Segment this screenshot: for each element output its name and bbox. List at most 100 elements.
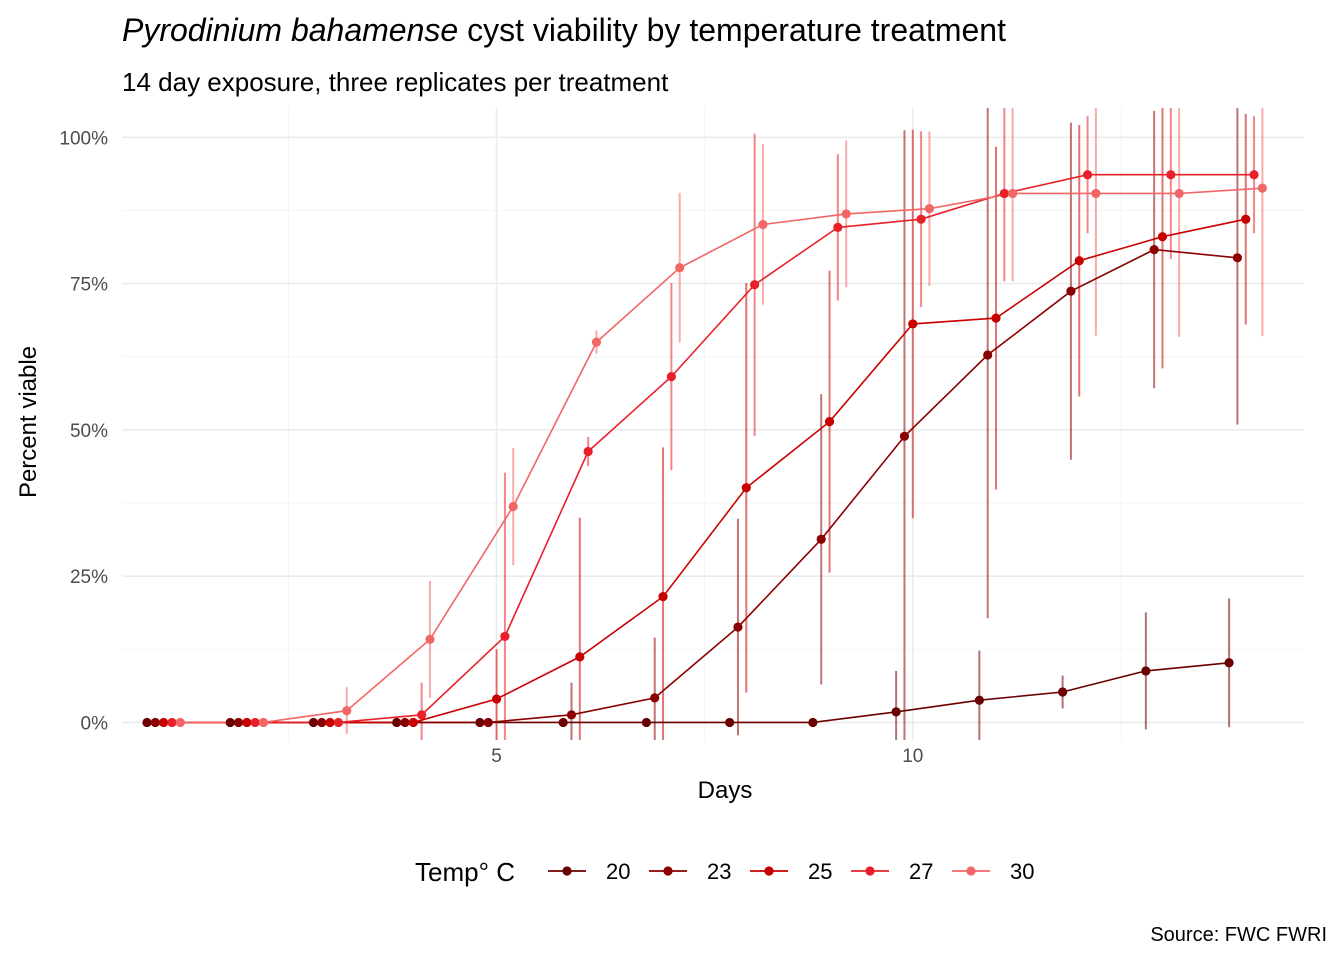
chart-title-rest: cyst viability by temperature treatment xyxy=(458,12,1006,48)
x-axis: 5 10 xyxy=(491,746,923,767)
data-point-20 xyxy=(725,717,735,728)
x-axis-title: Days xyxy=(698,777,753,804)
data-point-23 xyxy=(483,717,493,728)
data-point-23 xyxy=(317,717,327,728)
legend-item-27: 27 xyxy=(851,859,933,884)
data-point-25 xyxy=(1157,232,1168,242)
y-tick-label: 50% xyxy=(70,421,108,442)
data-point-27 xyxy=(417,710,427,720)
chart-title: Pyrodinium bahamense cyst viability by t… xyxy=(122,12,1006,48)
data-point-20 xyxy=(1224,658,1234,668)
data-point-30 xyxy=(924,204,935,214)
data-point-27 xyxy=(666,372,676,382)
legend-key-point xyxy=(865,866,875,876)
data-point-23 xyxy=(733,622,743,632)
data-point-30 xyxy=(1091,188,1101,199)
data-point-25 xyxy=(991,313,1001,323)
series-line-27 xyxy=(171,173,1255,724)
data-point-30 xyxy=(675,263,685,273)
data-point-23 xyxy=(983,350,993,360)
data-point-20 xyxy=(475,717,485,728)
data-point-20 xyxy=(308,717,319,728)
data-point-20 xyxy=(974,695,984,705)
legend-item-30: 30 xyxy=(952,859,1034,884)
legend-item-23: 23 xyxy=(649,859,731,884)
y-axis: 0% 25% 50% 75% 100% xyxy=(59,128,108,734)
error-bars xyxy=(345,108,1264,740)
legend-key-point xyxy=(562,866,572,876)
data-point-30 xyxy=(508,501,518,512)
legend-item-25: 25 xyxy=(750,859,832,884)
data-point-27 xyxy=(1166,170,1176,180)
data-point-20 xyxy=(142,717,152,728)
data-points xyxy=(142,170,1267,728)
data-point-27 xyxy=(750,280,760,290)
data-point-27 xyxy=(916,214,926,224)
data-point-30 xyxy=(1257,183,1267,193)
data-point-20 xyxy=(558,717,568,728)
legend-item-20: 20 xyxy=(548,859,630,884)
legend-label: 20 xyxy=(606,859,630,884)
data-point-23 xyxy=(1149,245,1159,255)
data-point-25 xyxy=(575,652,585,662)
data-point-25 xyxy=(491,694,502,704)
data-point-30 xyxy=(758,219,768,230)
legend-key-point xyxy=(966,866,976,876)
data-point-20 xyxy=(808,717,818,728)
data-point-25 xyxy=(242,717,252,728)
legend-label: 27 xyxy=(909,859,933,884)
data-point-20 xyxy=(1058,687,1068,697)
data-point-25 xyxy=(325,717,335,728)
data-point-30 xyxy=(1008,188,1018,199)
y-tick-label: 100% xyxy=(59,128,108,149)
data-point-20 xyxy=(1141,666,1151,676)
data-point-25 xyxy=(408,717,418,728)
y-tick-label: 25% xyxy=(70,567,108,588)
data-point-20 xyxy=(891,707,901,717)
series-line-23 xyxy=(155,248,1238,724)
data-point-27 xyxy=(333,717,344,728)
data-point-27 xyxy=(999,188,1009,199)
grid xyxy=(122,108,1304,740)
data-point-30 xyxy=(591,337,602,347)
data-point-20 xyxy=(392,717,402,728)
legend-title: Temp° C xyxy=(415,857,515,887)
legend: 20 23 25 27 30 xyxy=(548,859,1034,884)
data-point-25 xyxy=(1241,214,1251,224)
data-point-23 xyxy=(400,717,410,728)
data-point-25 xyxy=(908,319,918,329)
data-point-30 xyxy=(841,209,851,219)
data-point-23 xyxy=(150,717,160,728)
data-point-25 xyxy=(1074,256,1084,266)
data-point-23 xyxy=(899,431,910,441)
legend-label: 30 xyxy=(1010,859,1034,884)
chart-subtitle: 14 day exposure, three replicates per tr… xyxy=(122,67,669,97)
x-tick-label: 10 xyxy=(902,746,923,767)
data-point-20 xyxy=(225,717,235,728)
y-axis-title: Percent viable xyxy=(15,346,42,498)
series-line-30 xyxy=(180,187,1263,724)
data-point-30 xyxy=(175,717,185,728)
legend-label: 23 xyxy=(707,859,731,884)
data-point-23 xyxy=(650,693,660,703)
data-point-27 xyxy=(500,631,510,642)
data-point-25 xyxy=(658,592,668,602)
chart-title-italic: Pyrodinium bahamense xyxy=(122,12,458,48)
data-point-25 xyxy=(741,483,751,493)
data-point-27 xyxy=(833,222,843,232)
data-point-27 xyxy=(167,717,177,728)
data-point-20 xyxy=(641,717,652,728)
caption: Source: FWC FWRI xyxy=(1150,924,1327,946)
data-point-27 xyxy=(1249,170,1259,180)
data-point-30 xyxy=(1174,188,1184,199)
x-tick-label: 5 xyxy=(491,746,502,767)
data-point-30 xyxy=(425,634,435,644)
data-point-23 xyxy=(566,710,577,720)
data-point-27 xyxy=(583,446,593,457)
data-point-25 xyxy=(824,417,835,427)
data-point-27 xyxy=(1082,170,1093,180)
data-point-30 xyxy=(342,706,352,716)
legend-key-point xyxy=(764,866,774,876)
data-point-23 xyxy=(1066,286,1076,296)
